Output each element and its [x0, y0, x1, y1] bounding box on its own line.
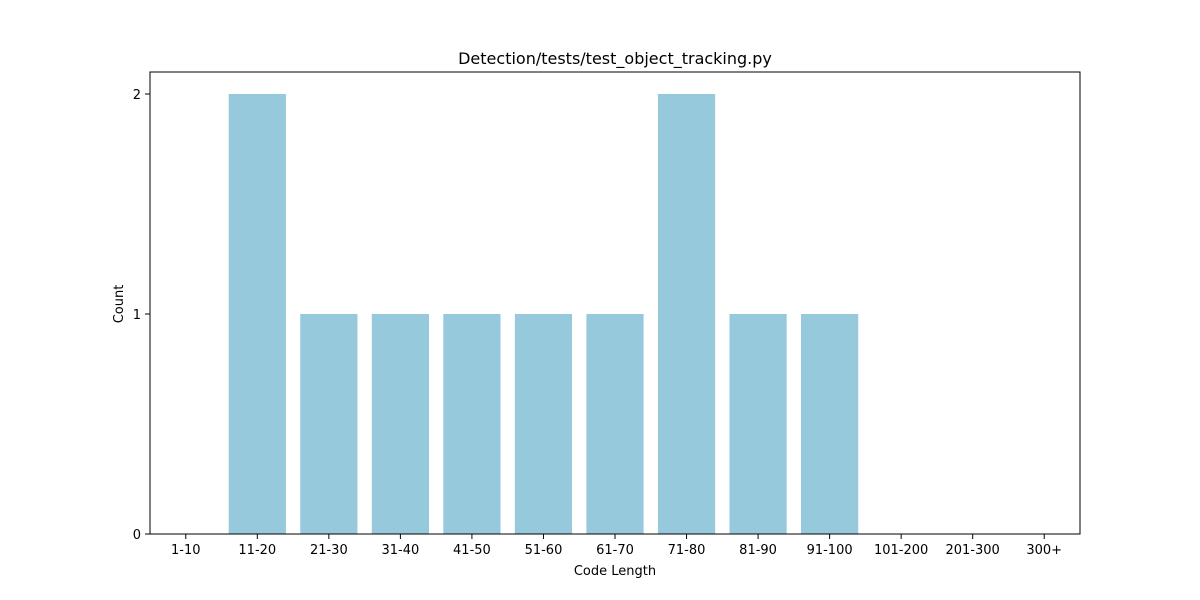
- bars-group: [228, 94, 859, 534]
- x-tick-label: 51-60: [525, 543, 563, 558]
- y-tick-label: 2: [133, 88, 141, 103]
- bar-41-50: [443, 314, 501, 534]
- bar-51-60: [514, 314, 573, 534]
- x-tick-label: 201-300: [946, 543, 1000, 558]
- x-tick-label: 91-100: [807, 543, 853, 558]
- x-tick-label: 1-10: [171, 543, 201, 558]
- y-tick-label: 0: [133, 528, 141, 543]
- x-tick-label: 81-90: [739, 543, 777, 558]
- bar-31-40: [371, 314, 429, 534]
- x-tick-label: 61-70: [596, 543, 634, 558]
- x-tick-label: 71-80: [668, 543, 706, 558]
- bar-21-30: [300, 314, 358, 534]
- x-tick-label: 300+: [1026, 543, 1062, 558]
- y-tick-label: 1: [133, 308, 141, 323]
- x-tick-label: 101-200: [874, 543, 928, 558]
- chart-title: Detection/tests/test_object_tracking.py: [458, 49, 772, 69]
- bar-71-80: [657, 94, 716, 534]
- bar-11-20: [228, 94, 286, 534]
- x-axis-ticks: 1-10 11-20 21-30 31-40 41-50 51-60 61-70 71-80 8…: [171, 534, 1062, 558]
- y-axis-label: Count: [112, 285, 127, 324]
- x-tick-label: 21-30: [310, 543, 348, 558]
- bar-81-90: [729, 314, 787, 534]
- bar-61-70: [586, 314, 644, 534]
- x-tick-label: 41-50: [453, 543, 491, 558]
- x-tick-label: 11-20: [238, 543, 276, 558]
- x-axis-label: Code Length: [574, 564, 656, 579]
- y-axis-ticks: 0 1 2: [133, 88, 150, 543]
- plot-frame: [149, 71, 1081, 535]
- bar-91-100: [801, 314, 859, 534]
- x-tick-label: 31-40: [381, 543, 419, 558]
